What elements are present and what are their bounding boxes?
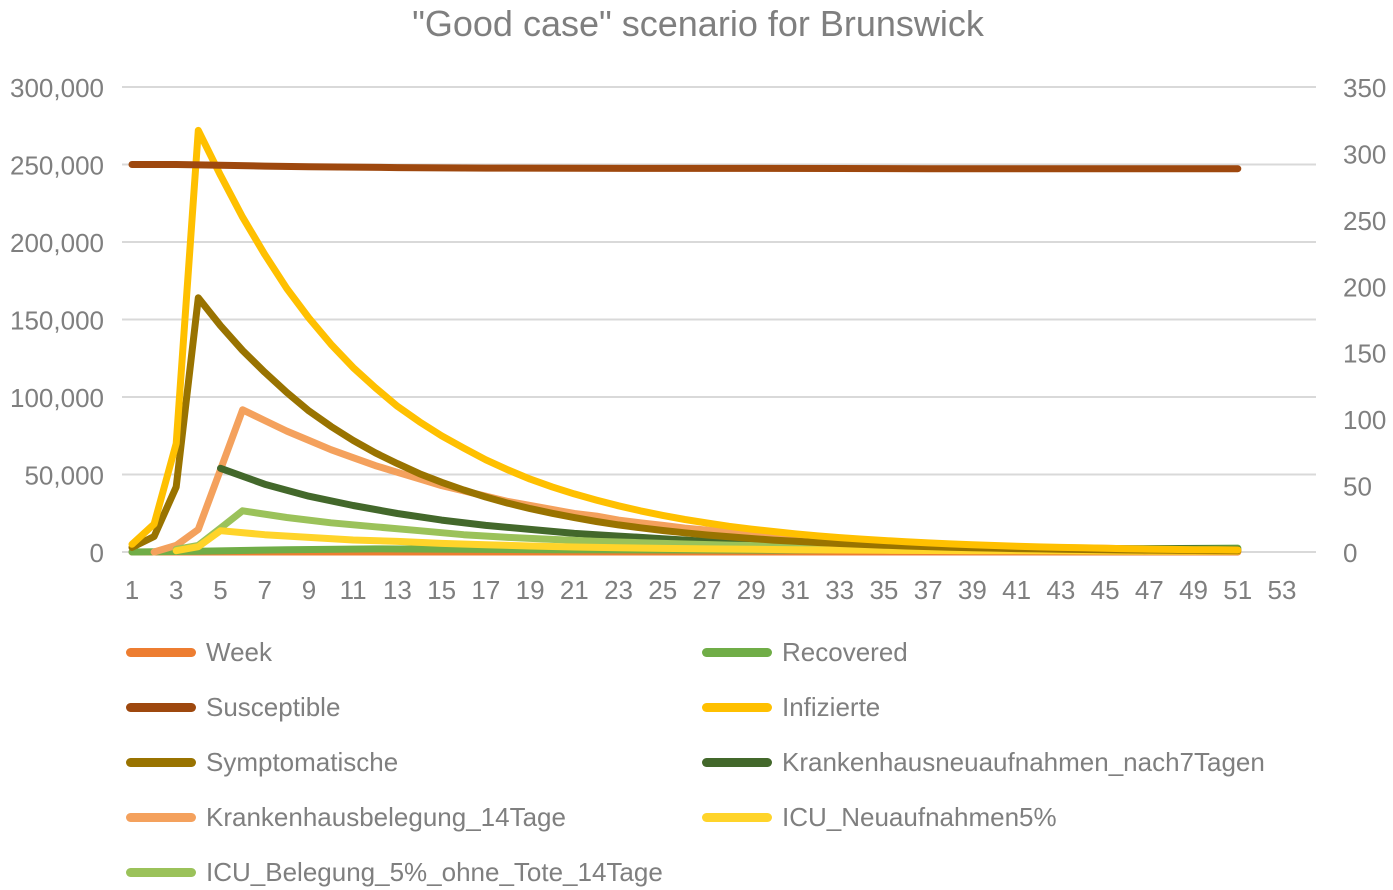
legend-label: ICU_Belegung_5%_ohne_Tote_14Tage (206, 856, 663, 887)
y-axis-left: 0 50,000 100,000 150,000 200,000 250,000 300,0… (10, 73, 104, 568)
x-tick-label: 1 (125, 575, 139, 605)
x-axis: 1 3 5 7 9 11 13 15 17 19 21 23 25 27 29 31 33 35 37 39 41 43 4… (125, 575, 1297, 605)
x-tick-label: 29 (737, 575, 766, 605)
x-tick-label: 33 (825, 575, 854, 605)
legend-label: Recovered (782, 636, 908, 667)
legend-item: Recovered (702, 634, 908, 670)
chart-legend: Week Recovered Susceptible Infizierte Sympto… (0, 630, 1393, 888)
legend-item: Symptomatische (126, 744, 398, 780)
x-tick-label: 21 (560, 575, 589, 605)
series-line (128, 294, 1242, 555)
y-left-tick-label: 200,000 (10, 228, 104, 258)
x-tick-label: 7 (257, 575, 271, 605)
y-right-tick-label: 0 (1343, 538, 1357, 568)
legend-label: Krankenhausneuaufnahmen_nach7Tagen (782, 746, 1265, 777)
y-left-tick-label: 0 (90, 538, 104, 568)
series-line (128, 126, 1242, 554)
x-tick-label: 15 (427, 575, 456, 605)
legend-item: Week (126, 634, 272, 670)
x-tick-label: 23 (604, 575, 633, 605)
legend-label: Symptomatische (206, 746, 399, 777)
y-left-tick-label: 300,000 (10, 73, 104, 103)
series-lines (128, 126, 1242, 556)
x-tick-label: 3 (169, 575, 183, 605)
y-right-tick-label: 250 (1343, 206, 1386, 236)
legend-item: Susceptible (126, 689, 340, 725)
line-chart: "Good case" scenario for Brunswick 0 50,0… (10, 3, 1386, 605)
x-tick-label: 45 (1091, 575, 1120, 605)
legend-swatch (126, 757, 196, 767)
x-tick-label: 13 (383, 575, 412, 605)
legend-swatch (702, 757, 772, 767)
y-right-tick-label: 150 (1343, 339, 1386, 369)
y-right-tick-label: 350 (1343, 73, 1386, 103)
x-tick-label: 35 (869, 575, 898, 605)
y-left-tick-label: 250,000 (10, 151, 104, 181)
y-right-tick-label: 300 (1343, 139, 1386, 169)
x-tick-label: 25 (648, 575, 677, 605)
x-tick-label: 47 (1135, 575, 1164, 605)
legend-label: Infizierte (782, 691, 881, 722)
y-left-tick-label: 100,000 (10, 383, 104, 413)
legend-item: Krankenhausneuaufnahmen_nach7Tagen (702, 744, 1265, 780)
legend-item: ICU_Neuaufnahmen5% (702, 799, 1057, 835)
chart-title: "Good case" scenario for Brunswick (412, 3, 985, 44)
legend-item: Infizierte (702, 689, 880, 725)
x-tick-label: 37 (914, 575, 943, 605)
x-tick-label: 17 (471, 575, 500, 605)
x-tick-label: 9 (302, 575, 316, 605)
y-right-tick-label: 50 (1343, 472, 1372, 502)
legend-swatch (126, 812, 196, 822)
x-tick-label: 27 (693, 575, 722, 605)
y-left-tick-label: 150,000 (10, 306, 104, 336)
x-tick-label: 51 (1223, 575, 1252, 605)
legend-swatch (126, 647, 196, 657)
x-tick-label: 43 (1046, 575, 1075, 605)
legend-label: Susceptible (206, 691, 341, 722)
legend-swatch (126, 702, 196, 712)
x-tick-label: 41 (1002, 575, 1031, 605)
legend-swatch (702, 702, 772, 712)
legend-swatch (702, 647, 772, 657)
legend-label: ICU_Neuaufnahmen5% (782, 801, 1057, 832)
y-right-tick-label: 100 (1343, 405, 1386, 435)
y-left-tick-label: 50,000 (24, 461, 104, 491)
legend-label: Krankenhausbelegung_14Tage (206, 801, 566, 832)
legend-label: Week (206, 636, 272, 667)
x-tick-label: 53 (1268, 575, 1297, 605)
series-line (128, 161, 1242, 173)
legend-item: ICU_Belegung_5%_ohne_Tote_14Tage (126, 854, 663, 890)
legend-swatch (702, 812, 772, 822)
x-tick-label: 39 (958, 575, 987, 605)
x-tick-label: 31 (781, 575, 810, 605)
x-tick-label: 49 (1179, 575, 1208, 605)
legend-swatch (126, 867, 196, 877)
gridlines (122, 86, 1316, 553)
y-axis-right: 0 50 100 150 200 250 300 350 (1343, 73, 1386, 568)
x-tick-label: 5 (213, 575, 227, 605)
x-tick-label: 19 (516, 575, 545, 605)
y-right-tick-label: 200 (1343, 272, 1386, 302)
legend-item: Krankenhausbelegung_14Tage (126, 799, 566, 835)
x-tick-label: 11 (340, 575, 367, 605)
